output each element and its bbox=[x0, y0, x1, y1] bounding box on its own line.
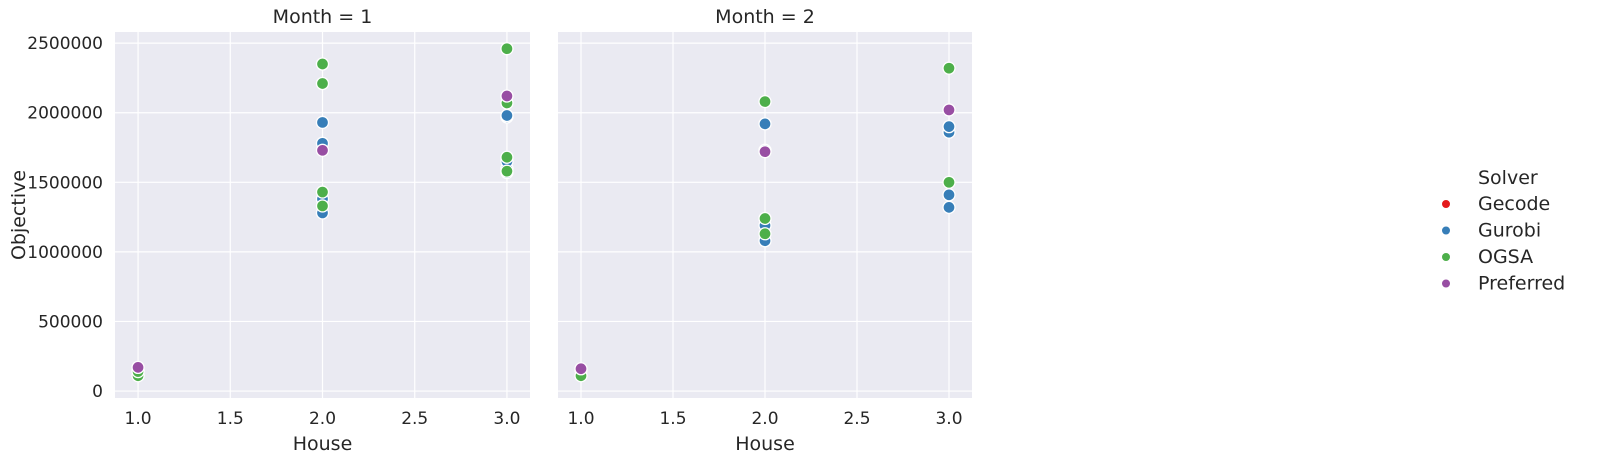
x-tick-label: 1.5 bbox=[659, 409, 686, 429]
point-ogsa bbox=[500, 150, 514, 164]
y-tick-label: 2000000 bbox=[27, 104, 103, 124]
point-gurobi bbox=[942, 200, 956, 214]
legend-label-gurobi: Gurobi bbox=[1478, 220, 1541, 242]
point-ogsa bbox=[758, 211, 772, 226]
point-ogsa bbox=[500, 164, 514, 178]
legend-marker-gecode bbox=[1441, 199, 1451, 209]
panel-month-1: Month = 1 0 500000 1000000 1500000 2000000 25… bbox=[8, 6, 530, 455]
panel-title: Month = 2 bbox=[715, 6, 815, 28]
x-axis-label: House bbox=[735, 433, 795, 455]
panel-month-2: Month = 2 1.0 1.5 2.0 2.5 3.0 House bbox=[558, 6, 972, 455]
x-tick-label: 1.5 bbox=[217, 409, 244, 429]
y-axis-label: Objective bbox=[8, 170, 30, 260]
point-gurobi bbox=[942, 188, 956, 202]
legend-entries: Gecode Gurobi OGSA Preferred bbox=[1441, 193, 1565, 295]
x-tick-labels: 1.0 1.5 2.0 2.5 3.0 bbox=[125, 409, 521, 429]
legend-label-preferred: Preferred bbox=[1478, 273, 1565, 295]
scatter-points bbox=[131, 42, 514, 383]
point-ogsa bbox=[315, 199, 330, 213]
point-ogsa bbox=[758, 94, 772, 109]
point-gurobi bbox=[758, 117, 772, 131]
x-tick-label: 1.0 bbox=[567, 409, 594, 429]
point-ogsa bbox=[315, 185, 330, 199]
grid bbox=[558, 32, 972, 398]
point-gurobi bbox=[500, 108, 514, 123]
point-preferred bbox=[500, 89, 514, 103]
point-preferred bbox=[758, 145, 772, 159]
legend-marker-gurobi bbox=[1441, 225, 1451, 236]
x-tick-label: 3.0 bbox=[935, 409, 962, 429]
point-gurobi bbox=[315, 115, 330, 130]
point-ogsa bbox=[500, 42, 514, 56]
point-ogsa bbox=[758, 227, 772, 241]
x-axis-label: House bbox=[293, 433, 353, 455]
x-tick-label: 1.0 bbox=[125, 409, 152, 429]
y-tick-label: 0 bbox=[92, 382, 103, 402]
legend-marker-ogsa bbox=[1441, 252, 1451, 262]
y-tick-label: 500000 bbox=[38, 312, 103, 332]
point-preferred bbox=[315, 143, 330, 157]
y-tick-label: 1000000 bbox=[27, 243, 103, 263]
legend: Solver Gecode Gurobi OGSA Preferred bbox=[1441, 167, 1565, 295]
point-preferred bbox=[131, 360, 145, 375]
y-tick-label: 1500000 bbox=[27, 173, 103, 193]
legend-label-gecode: Gecode bbox=[1478, 193, 1550, 215]
point-gurobi bbox=[942, 119, 956, 134]
point-ogsa bbox=[315, 57, 330, 71]
y-tick-label: 2500000 bbox=[27, 34, 103, 54]
point-preferred bbox=[574, 362, 588, 376]
legend-label-ogsa: OGSA bbox=[1478, 246, 1533, 268]
y-tick-labels: 0 500000 1000000 1500000 2000000 2500000 bbox=[27, 34, 103, 402]
scatter-points bbox=[574, 61, 956, 383]
panel-title: Month = 1 bbox=[273, 6, 373, 28]
point-ogsa bbox=[315, 76, 330, 91]
x-tick-label: 2.0 bbox=[751, 409, 778, 429]
point-ogsa bbox=[942, 175, 956, 189]
x-tick-label: 2.5 bbox=[401, 409, 428, 429]
x-tick-label: 2.5 bbox=[843, 409, 870, 429]
x-tick-labels: 1.0 1.5 2.0 2.5 3.0 bbox=[567, 409, 962, 429]
legend-marker-preferred bbox=[1441, 278, 1451, 289]
x-tick-label: 2.0 bbox=[309, 409, 336, 429]
x-tick-label: 3.0 bbox=[493, 409, 520, 429]
point-ogsa bbox=[942, 61, 956, 75]
legend-title: Solver bbox=[1478, 167, 1538, 189]
point-preferred bbox=[942, 103, 956, 117]
